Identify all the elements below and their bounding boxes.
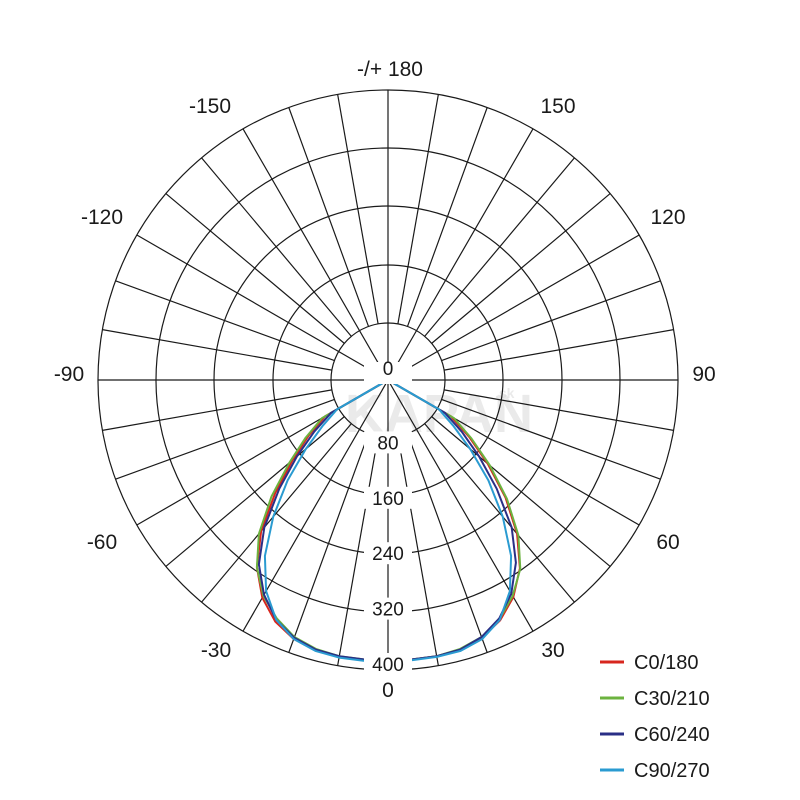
angle-tick-label: 30 (541, 639, 564, 662)
radial-tick-label: 160 (372, 489, 404, 510)
grid-spoke (406, 107, 488, 327)
grid-spoke (441, 280, 661, 362)
grid-spoke (387, 379, 534, 632)
angle-tick-label: 60 (656, 531, 679, 554)
grid-spoke (337, 94, 379, 324)
radial-label-bg (364, 431, 412, 454)
angle-tick-label: 90 (692, 363, 715, 386)
grid-spoke (165, 416, 345, 567)
radial-label-bg (364, 486, 412, 509)
grid-spoke (424, 157, 575, 337)
grid-spoke (406, 433, 488, 653)
radial-tick-label: 0 (383, 359, 394, 380)
grid-spoke (102, 389, 332, 431)
grid-spoke (288, 433, 370, 653)
grid-spoke (115, 398, 335, 480)
grid-spoke (387, 128, 534, 381)
radial-tick-label: 240 (372, 544, 404, 565)
angle-labels: -/+ 180 150 -150 120 -120 90 -90 60 -60 30 -30 0 (54, 58, 716, 702)
grid-spoke (444, 389, 674, 431)
radial-labels: 0 80 160 240 320 400 (364, 359, 412, 676)
radial-tick-label: 320 (372, 600, 404, 621)
grid-spoke (136, 234, 389, 381)
legend-label: C60/240 (634, 724, 710, 746)
watermark-suffix: .sk (495, 385, 515, 401)
grid-spoke (288, 107, 370, 327)
angle-tick-label: -90 (54, 363, 84, 386)
radial-label-bg (364, 653, 412, 675)
angle-tick-label: -150 (189, 95, 231, 118)
radial-label-bg (364, 597, 412, 620)
angle-tick-label: 150 (540, 95, 575, 118)
radial-label-bg (364, 542, 412, 565)
radial-label-bg (364, 362, 412, 384)
grid-spoke (397, 94, 439, 324)
grid-spoke (431, 193, 611, 344)
angle-tick-label: 120 (650, 206, 685, 229)
grid-spoke (387, 234, 640, 381)
grid-spoke (424, 423, 575, 603)
grid-spoke (165, 193, 345, 344)
grid-spoke (441, 398, 661, 480)
grid-spoke (115, 280, 335, 362)
radial-tick-label: 80 (377, 433, 398, 454)
grid-spoke (242, 128, 389, 381)
legend-label: C90/270 (634, 760, 710, 782)
grid-spoke (431, 416, 611, 567)
grid-spoke (102, 329, 332, 371)
angle-tick-label: -60 (87, 531, 117, 554)
grid-spoke (444, 329, 674, 371)
angle-tick-label: 0 (382, 679, 394, 702)
grid-spoke (397, 436, 439, 666)
angle-tick-label: -/+ 180 (357, 58, 423, 81)
legend-label: C30/210 (634, 688, 710, 710)
legend: C0/180 C30/210 C60/240 C90/270 (600, 652, 710, 782)
radial-tick-label: 400 (372, 655, 404, 676)
legend-label: C0/180 (634, 652, 699, 674)
grid-spoke (201, 423, 352, 603)
angle-tick-label: -120 (81, 206, 123, 229)
grid-spoke (201, 157, 352, 337)
grid-spoke (242, 379, 389, 632)
grid-spoke (337, 436, 379, 666)
angle-tick-label: -30 (201, 639, 231, 662)
